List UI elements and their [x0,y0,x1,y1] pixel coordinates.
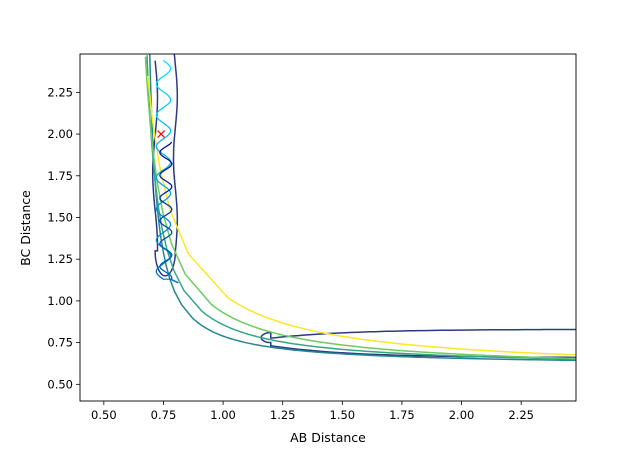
y-tick-label: 2.00 [47,127,73,141]
y-tick-label: 1.00 [47,294,73,308]
y-tick-label: 1.25 [47,252,73,266]
y-tick-label: 0.50 [47,377,73,391]
plot-area-frame [79,53,577,402]
x-tick-label: 1.50 [330,408,356,422]
x-tick-label: 0.50 [91,408,117,422]
x-tick-label: 2.00 [449,408,475,422]
contour-line [144,56,576,360]
trajectory-segment [170,141,172,144]
contour-line [146,75,576,356]
trajectory [155,60,179,284]
x-axis: 0.50 0.75 1.00 1.25 1.50 1.75 2.00 2.25 [91,401,534,422]
y-axis: 0.50 0.75 1.00 1.25 1.50 1.75 2.00 2.25 [47,85,80,391]
y-tick-label: 2.25 [47,85,73,99]
contour-line [149,54,576,362]
y-tick-label: 0.75 [47,336,73,350]
x-axis-label: AB Distance [290,430,366,445]
contour-lines [144,54,576,362]
x-tick-label: 1.25 [270,408,296,422]
x-tick-label: 1.00 [210,408,236,422]
x-tick-label: 1.75 [389,408,415,422]
markers [157,130,166,139]
y-axis-label: BC Distance [18,190,33,266]
x-tick-label: 0.75 [151,408,177,422]
start-marker [157,130,166,139]
y-tick-label: 1.75 [47,169,73,183]
x-tick-label: 2.25 [508,408,534,422]
contour-line [146,55,576,360]
y-tick-label: 1.50 [47,210,73,224]
